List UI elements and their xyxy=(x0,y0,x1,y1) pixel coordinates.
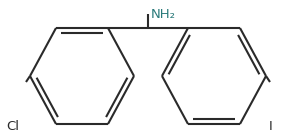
Text: I: I xyxy=(269,120,273,134)
Text: Cl: Cl xyxy=(6,120,19,134)
Text: NH₂: NH₂ xyxy=(151,8,176,21)
